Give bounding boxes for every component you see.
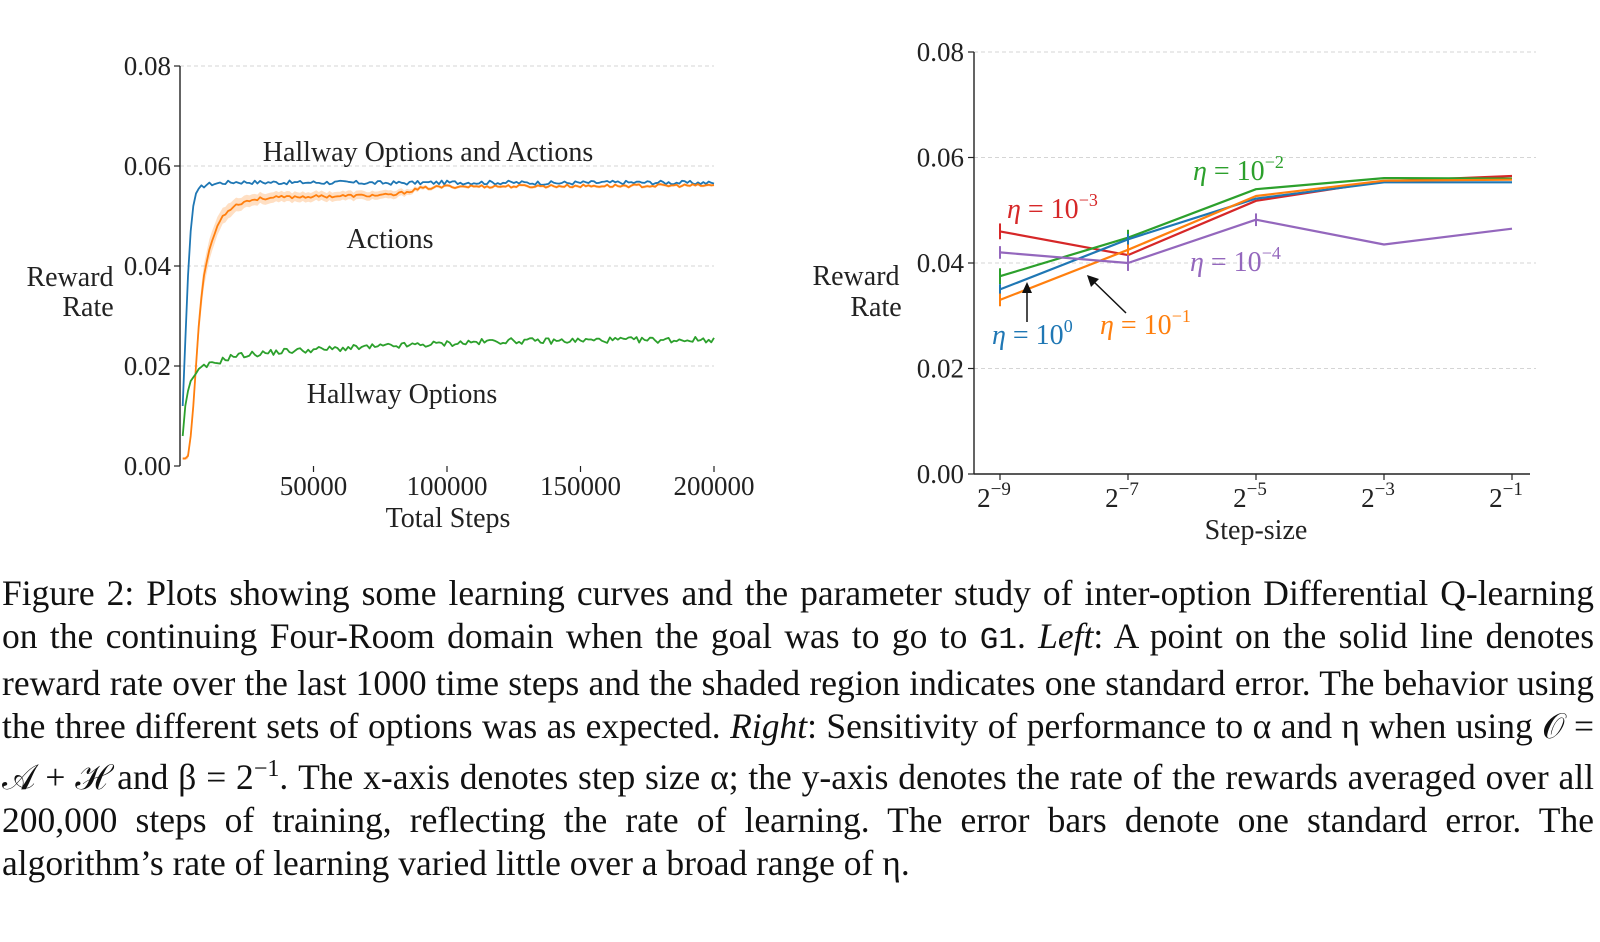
figure-svg: 0.00 0.02 0.04 0.06 0.08 50000 100000 150000 20… [26,37,1536,546]
left-y-tick-label: 0.00 [124,451,171,481]
left-series-line [181,179,715,407]
annotation-hallway-options: Hallway Options [307,379,498,410]
right-y-tick-label: 0.06 [917,143,964,173]
figure: 0.00 0.02 0.04 0.06 0.08 50000 100000 150000 20… [26,37,1536,546]
left-x-tick-label: 150000 [540,471,621,501]
left-chart: 0.00 0.02 0.04 0.06 0.08 50000 100000 150000 20… [26,51,754,534]
right-y-tick-label: 0.04 [917,248,965,278]
right-y-ticks: 0.00 0.02 0.04 0.06 0.08 [917,37,974,489]
left-y-axis-label-line1: Reward [26,262,113,293]
eta-annotation: η = 10−4 [1190,243,1281,278]
left-y-ticks: 0.00 0.02 0.04 0.06 0.08 [124,51,180,481]
right-series-line [999,181,1512,291]
left-x-ticks: 50000 100000 150000 200000 [280,466,755,501]
right-x-tick-label: 2−7 [1105,479,1139,513]
left-error-bands [182,182,714,460]
left-series-lines [181,179,715,460]
right-x-tick-label: 2−5 [1233,479,1267,513]
right-y-tick-label: 0.02 [917,354,964,384]
eta-annotation: η = 10−1 [1100,306,1191,341]
eta-annotation: η = 10−2 [1193,152,1284,187]
caption-right-label: Right [730,706,808,746]
left-y-axis-label-line2: Rate [62,292,113,323]
right-annotations: η = 10−3 η = 10−2 η = 10−4 η = 100 η = 10−1 [992,152,1284,351]
figure-caption: Figure 2: Plots showing some learning cu… [2,572,1594,885]
caption-label: Figure 2: [2,573,135,613]
right-chart: 0.00 0.02 0.04 0.06 0.08 2−9 2−7 2−5 2−3 2−1 Ste… [812,37,1536,546]
right-y-tick-label: 0.08 [917,37,964,67]
arrow-eta-1e0 [1022,282,1032,322]
left-y-tick-label: 0.04 [124,251,172,281]
caption-text-3: : A point on the solid line denotes rewa… [2,616,1595,746]
annotation-actions: Actions [346,224,433,255]
eta-annotation: η = 100 [992,316,1073,351]
right-x-tick-label: 2−3 [1361,479,1395,513]
caption-paragraph: Figure 2: Plots showing some learning cu… [2,572,1594,885]
caption-beta-exponent: −1 [253,756,280,782]
left-x-tick-label: 50000 [280,471,348,501]
left-grid [180,65,714,367]
caption-goal: G1 [979,623,1017,658]
left-error-band [182,182,714,460]
caption-text-4: : Sensitivity of performance to α and η … [2,706,1594,797]
right-series-line [999,178,1513,301]
caption-left-label: Left [1038,616,1094,656]
left-x-tick-label: 100000 [407,471,488,501]
arrow-eta-1e-1 [1087,275,1127,314]
right-series-line [999,177,1513,278]
eta-annotation: η = 10−3 [1007,190,1098,225]
right-y-axis-label-line2: Rate [850,292,901,323]
left-y-tick-label: 0.06 [124,151,171,181]
left-x-tick-label: 200000 [674,471,755,501]
right-series-lines [999,174,1513,307]
left-y-tick-label: 0.08 [124,51,171,81]
left-series-line [181,335,715,437]
right-y-axis-label-line1: Reward [812,261,899,292]
left-y-tick-label: 0.02 [124,351,171,381]
left-x-axis-label: Total Steps [386,503,511,534]
right-y-tick-label: 0.00 [917,459,964,489]
annotation-hallway-options-and-actions: Hallway Options and Actions [263,137,594,168]
caption-text-1: Plots showing some learning curves and t… [2,573,1594,656]
right-x-axis-label: Step-size [1205,515,1308,546]
right-x-tick-label: 2−9 [977,479,1011,513]
left-series-line [182,183,715,460]
caption-text-5: . The x-axis denotes step size α; the y-… [2,756,1594,883]
caption-text-2: . [1016,616,1026,656]
right-x-ticks: 2−9 2−7 2−5 2−3 2−1 [977,474,1523,513]
right-x-tick-label: 2−1 [1489,479,1523,513]
